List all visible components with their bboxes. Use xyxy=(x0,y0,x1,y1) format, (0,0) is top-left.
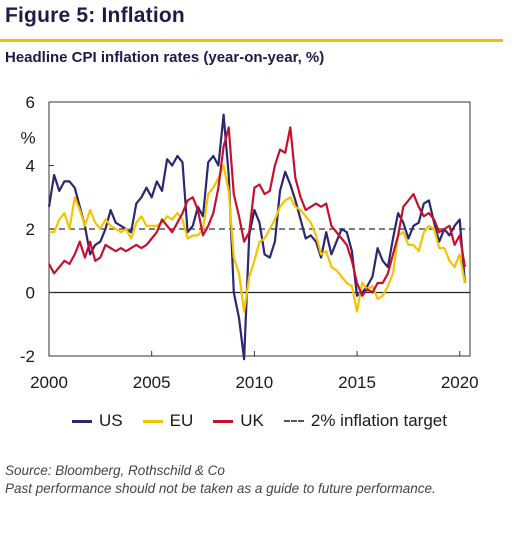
chart-axes: -2 0 2 4 6% 2000 2005 2010 2015 2020 xyxy=(20,93,479,392)
legend-label-eu: EU xyxy=(169,411,194,430)
legend-swatch-us xyxy=(72,419,92,423)
legend-item-target: 2% inflation target xyxy=(283,411,447,431)
source-note: Source: Bloomberg, Rothschild & Co Past … xyxy=(5,462,436,498)
chart-subtitle: Headline CPI inflation rates (year-on-ye… xyxy=(5,49,325,66)
series-line-us xyxy=(47,113,466,361)
legend-label-us: US xyxy=(99,411,123,430)
legend-item-uk: UK xyxy=(213,411,264,431)
legend-swatch-target xyxy=(283,420,304,422)
y-tick-label: 0 xyxy=(26,284,35,303)
x-tick-label: 2015 xyxy=(338,373,376,392)
legend-swatch-eu xyxy=(142,419,163,423)
legend-label-uk: UK xyxy=(240,411,264,430)
x-tick-label: 2005 xyxy=(133,373,171,392)
x-tick-label: 2020 xyxy=(441,373,479,392)
title-divider xyxy=(0,39,503,42)
y-axis-label: % xyxy=(20,128,35,147)
y-tick-label: 2 xyxy=(26,220,35,239)
legend-swatch-uk xyxy=(213,419,234,423)
x-tick-label: 2000 xyxy=(30,373,68,392)
y-tick-label: 6 xyxy=(26,93,35,112)
series-group xyxy=(47,113,466,361)
source-line: Source: Bloomberg, Rothschild & Co xyxy=(5,463,225,478)
series-line-uk xyxy=(48,126,466,297)
chart-legend: US EU UK 2% inflation target xyxy=(72,411,467,431)
disclaimer-line: Past performance should not be taken as … xyxy=(5,481,436,496)
series-line-eu xyxy=(49,164,466,313)
figure-title: Figure 5: Inflation xyxy=(5,4,185,27)
y-tick-label: 4 xyxy=(26,157,35,176)
y-tick-label: -2 xyxy=(20,347,35,366)
x-tick-label: 2010 xyxy=(235,373,273,392)
legend-item-eu: EU xyxy=(142,411,194,431)
legend-item-us: US xyxy=(72,411,123,431)
legend-label-target: 2% inflation target xyxy=(310,411,447,430)
